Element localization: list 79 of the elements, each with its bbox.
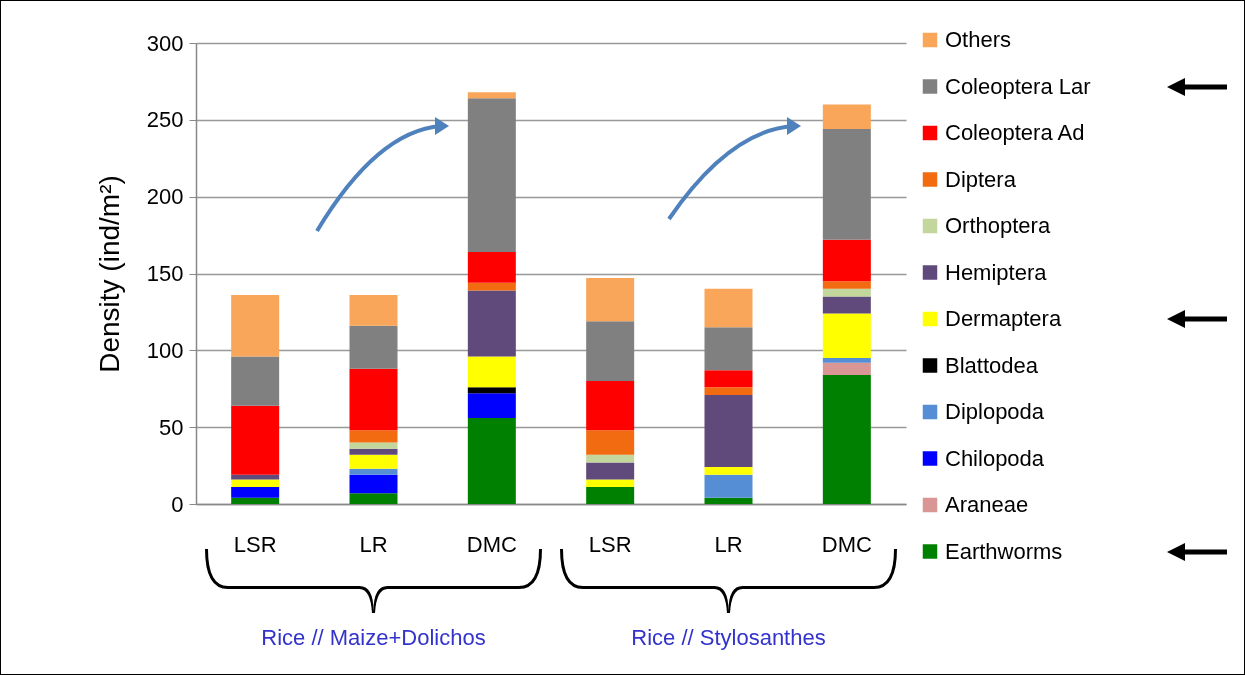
y-tick-label: 250 <box>146 107 184 133</box>
bar <box>349 442 398 449</box>
bar <box>467 98 516 252</box>
bar <box>231 405 280 475</box>
legend-label: Orthoptera <box>945 213 1051 238</box>
legend-label: Dermaptera <box>945 306 1062 331</box>
bar <box>231 497 280 504</box>
bar <box>349 474 398 494</box>
bar <box>231 295 280 357</box>
bar <box>467 356 516 388</box>
bar <box>704 370 753 388</box>
bar <box>467 290 516 357</box>
bar <box>349 295 398 326</box>
bar <box>349 454 398 469</box>
legend-label: Coleoptera Ad <box>945 120 1085 145</box>
legend-label: Earthworms <box>945 538 1063 564</box>
bar <box>231 487 280 498</box>
bar <box>586 430 635 455</box>
bar <box>822 313 871 359</box>
y-tick-label: 200 <box>146 184 184 210</box>
bar <box>586 454 635 463</box>
bar <box>349 368 398 431</box>
legend-label: Chilopoda <box>945 445 1045 471</box>
legend-label: Coleoptera Lar <box>945 73 1091 99</box>
bar <box>586 462 635 480</box>
bar <box>704 497 753 504</box>
y-tick-label: 150 <box>146 261 184 286</box>
bar <box>822 104 871 130</box>
x-tick-label: DMC <box>466 531 517 557</box>
bar <box>231 479 280 488</box>
bar <box>586 487 635 504</box>
x-tick-label: LSR <box>588 531 632 557</box>
bar <box>822 374 871 504</box>
bar <box>822 288 871 297</box>
y-tick-label: 100 <box>146 337 184 363</box>
x-tick-label: LR <box>359 531 388 557</box>
bar <box>467 387 516 394</box>
bar <box>704 467 753 475</box>
bar <box>704 387 753 395</box>
bar <box>467 417 516 504</box>
bar <box>822 129 871 240</box>
bar <box>822 239 871 282</box>
bar <box>467 92 516 99</box>
y-axis-title: Density (ind/m²) <box>93 175 125 373</box>
x-tick-label: DMC <box>821 531 872 557</box>
text: Rice // Maize+Dolichos <box>261 625 486 650</box>
bar <box>349 430 398 443</box>
bar <box>822 362 871 375</box>
x-tick-label: LR <box>714 531 743 557</box>
x-tick-label: LSR <box>233 531 277 557</box>
bar <box>822 296 871 314</box>
bar <box>822 281 871 289</box>
legend-label: Others <box>945 27 1012 52</box>
legend-label: Diptera <box>945 166 1017 192</box>
bar <box>467 251 516 283</box>
bar <box>586 381 635 431</box>
legend-label: Araneae <box>945 492 1029 517</box>
bar <box>822 358 871 363</box>
bar <box>349 448 398 455</box>
bar <box>586 278 635 322</box>
text: Rice // Stylosanthes <box>631 625 826 650</box>
bar <box>349 325 398 369</box>
bar <box>586 479 635 488</box>
bar <box>704 327 753 371</box>
legend-label: Blattodea <box>945 352 1039 378</box>
bar <box>349 493 398 504</box>
bar <box>349 468 398 475</box>
bar <box>231 356 280 406</box>
bar <box>467 282 516 291</box>
bar <box>586 321 635 382</box>
bar <box>467 393 516 418</box>
bar <box>704 288 753 328</box>
legend-label: Diplopoda <box>945 399 1045 424</box>
legend-label: Hemiptera <box>945 259 1048 285</box>
y-tick-label: 300 <box>146 30 184 56</box>
bar <box>704 474 753 498</box>
y-tick-label: 50 <box>159 414 184 440</box>
y-tick-label: 0 <box>171 491 184 517</box>
bar <box>704 394 753 468</box>
